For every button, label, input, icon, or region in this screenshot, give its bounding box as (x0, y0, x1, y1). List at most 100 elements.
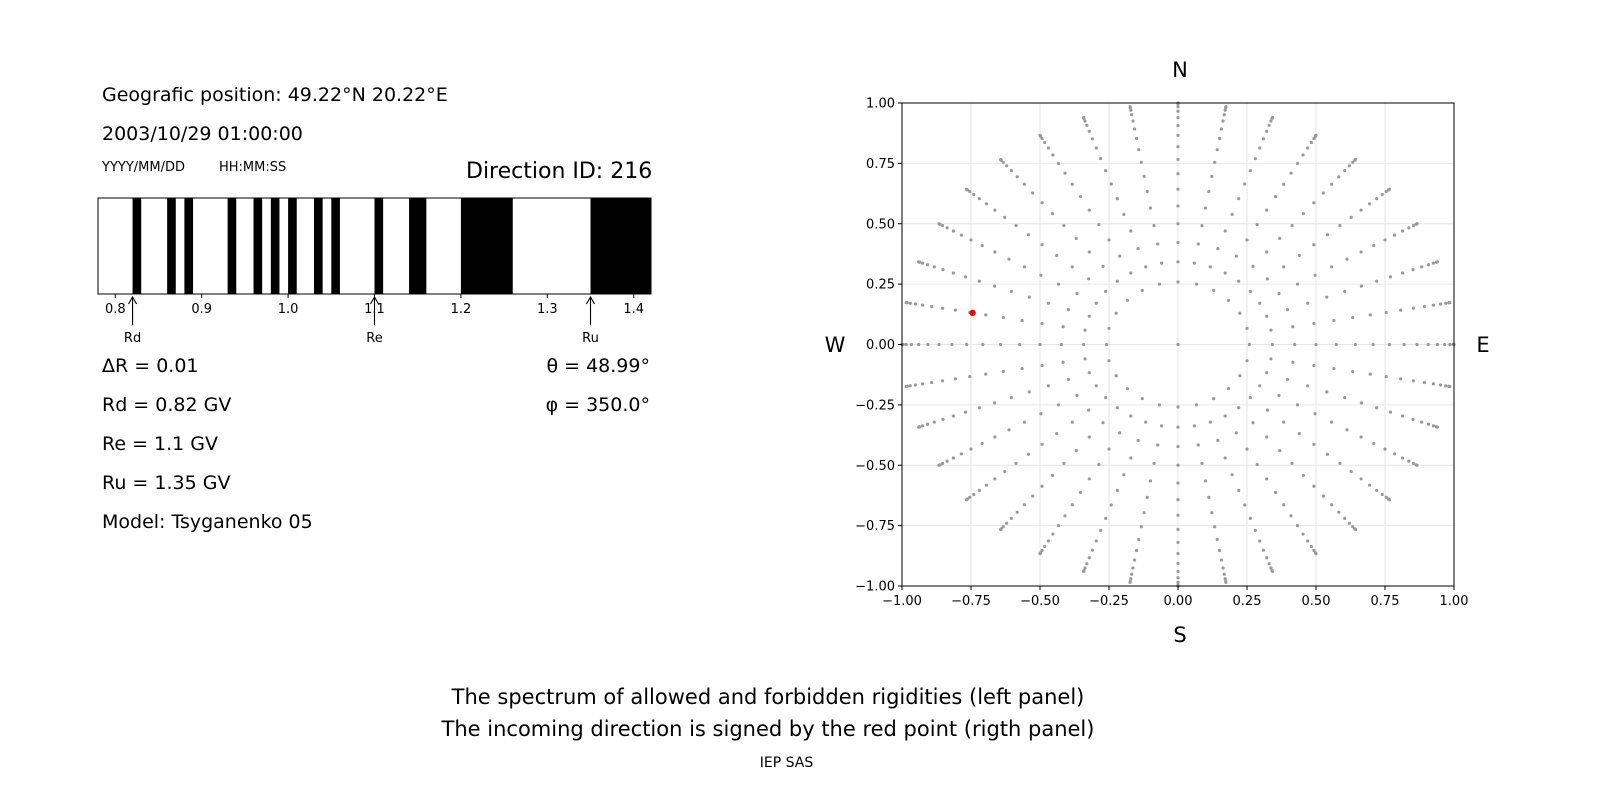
direction-point (1070, 420, 1074, 424)
theta-value: θ = 48.99° (546, 355, 650, 377)
direction-point (925, 263, 930, 267)
direction-point (1230, 212, 1234, 216)
forbidden-band (227, 198, 237, 294)
direction-point (1160, 261, 1164, 265)
direction-point (1426, 263, 1431, 267)
direction-point (1415, 222, 1419, 226)
direction-point (1176, 405, 1180, 409)
direction-point (1388, 275, 1393, 279)
direction-point (1282, 265, 1286, 269)
direction-point (1282, 503, 1286, 507)
direction-point (1062, 461, 1066, 466)
direction-point (977, 488, 981, 492)
direction-point (1399, 377, 1403, 381)
direction-point (1046, 384, 1050, 388)
direction-point (964, 498, 969, 502)
direction-point (1061, 360, 1065, 364)
direction-point (1401, 271, 1405, 275)
direction-point (1066, 307, 1070, 312)
direction-point (1130, 572, 1134, 576)
direction-point (1359, 284, 1363, 288)
direction-point (1001, 369, 1005, 374)
direction-point (1176, 145, 1180, 149)
direction-point (1145, 495, 1149, 499)
forbidden-band (253, 198, 263, 294)
direction-point (1196, 443, 1200, 447)
direction-point (1332, 318, 1336, 323)
direction-point (1203, 479, 1208, 483)
direction-point (1194, 282, 1199, 286)
direction-point (1290, 223, 1294, 228)
direction-point (1297, 431, 1301, 436)
direction-point (1230, 473, 1234, 477)
direction-point (1407, 226, 1411, 230)
direction-point (1330, 420, 1334, 424)
direction-point (1027, 390, 1031, 394)
direction-point (1273, 490, 1278, 494)
direction-point (937, 342, 941, 347)
direction-point (1104, 289, 1108, 294)
direction-point (1087, 556, 1091, 560)
direction-point (1009, 516, 1013, 520)
direction-point (1375, 406, 1379, 410)
direction-point (1148, 479, 1153, 483)
direction-point (1083, 328, 1087, 332)
direction-point (1431, 424, 1436, 428)
marker-label: Ru (582, 331, 599, 346)
direction-point (951, 229, 955, 233)
direction-point (1325, 452, 1330, 456)
direction-point (1134, 548, 1139, 553)
direction-point (1040, 136, 1044, 141)
direction-point (920, 424, 925, 428)
direction-point (1265, 556, 1269, 560)
marker-arrow-head (370, 295, 379, 305)
direction-point (917, 260, 921, 264)
direction-point (1312, 201, 1316, 205)
direction-point (1152, 461, 1156, 466)
direction-point (1270, 115, 1274, 120)
direction-point (969, 447, 973, 451)
marker-arrow-head (128, 295, 138, 305)
direction-point (1176, 260, 1180, 264)
direction-point (1038, 133, 1042, 137)
direction-point (1078, 195, 1083, 199)
direction-point (1087, 314, 1091, 318)
direction-point (1245, 359, 1249, 363)
direction-point (1099, 528, 1103, 532)
direction-point (1435, 260, 1439, 264)
direction-point (1253, 528, 1257, 532)
direction-point (1448, 342, 1452, 347)
direction-point (1212, 397, 1216, 401)
direction-point (1176, 576, 1180, 580)
direction-point (1448, 384, 1452, 389)
direction-point (993, 477, 997, 481)
direction-point (1431, 303, 1436, 307)
direction-point (1130, 113, 1134, 117)
direction-point (1265, 250, 1269, 254)
direction-point (1176, 425, 1180, 429)
direction-point (1200, 461, 1204, 466)
direction-point (1368, 483, 1372, 487)
direction-point (1277, 291, 1281, 296)
direction-point (1384, 375, 1388, 379)
direction-point (1176, 513, 1180, 517)
direction-point (1040, 484, 1044, 488)
direction-point (1157, 403, 1162, 407)
direction-point (1051, 153, 1055, 157)
direction-point (1312, 484, 1316, 488)
caption-line-2: The incoming direction is signed by the … (441, 717, 1095, 741)
direction-point (1321, 494, 1325, 498)
spectrum-x-tick-label: 1.0 (278, 302, 299, 317)
direction-point (1136, 438, 1140, 443)
direction-point (1265, 408, 1269, 412)
direction-point (963, 410, 968, 414)
direction-point (959, 233, 963, 237)
direction-point (1055, 253, 1059, 258)
direction-point (1176, 172, 1180, 176)
direction-point (1312, 363, 1316, 368)
direction-point (1313, 412, 1317, 416)
direction-point (1312, 136, 1316, 141)
direction-point (1353, 342, 1358, 347)
direction-point (1222, 113, 1226, 117)
direction-point (937, 463, 941, 467)
